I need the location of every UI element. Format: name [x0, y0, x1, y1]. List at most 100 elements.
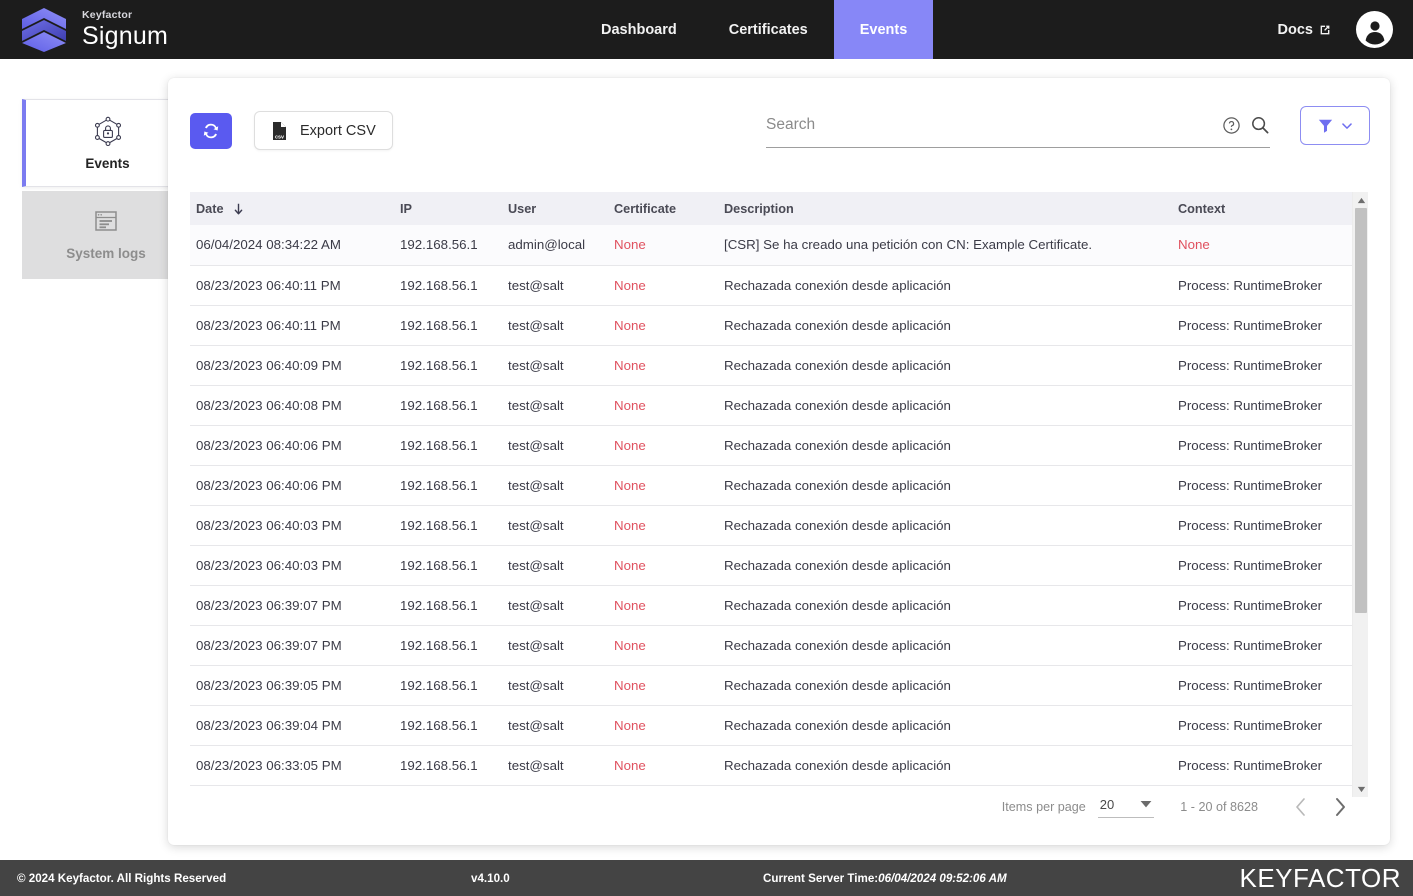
table-cell-context: Process: RuntimeBroker: [1172, 705, 1352, 746]
table-cell-certificate: None: [608, 265, 718, 306]
items-per-page-value: 20: [1099, 796, 1115, 812]
table-cell-certificate: None: [608, 465, 718, 506]
nav-right-group: Docs: [1278, 0, 1393, 59]
table-row[interactable]: 08/23/2023 06:39:07 PM 192.168.56.1 test@s…: [190, 585, 1352, 626]
table-cell-context: None: [1172, 225, 1352, 266]
brand-title: Signum: [82, 21, 168, 50]
items-per-page-select[interactable]: 20: [1097, 796, 1155, 818]
table-cell-certificate: None: [608, 665, 718, 706]
sidebar-item-system-logs[interactable]: System logs: [22, 191, 190, 279]
table-row[interactable]: 08/23/2023 06:33:05 PM 192.168.56.1 test@s…: [190, 745, 1352, 786]
table-row[interactable]: 08/23/2023 06:39:07 PM 192.168.56.1 test@s…: [190, 625, 1352, 666]
table-row[interactable]: 08/23/2023 06:40:09 PM 192.168.56.1 test@s…: [190, 345, 1352, 386]
table-cell-ip: 192.168.56.1: [394, 665, 502, 706]
next-page-button[interactable]: [1320, 787, 1360, 827]
table-cell-user: test@salt: [502, 625, 608, 666]
table-cell-description: Rechazada conexión desde aplicación: [718, 385, 1172, 426]
table-row[interactable]: 08/23/2023 06:40:03 PM 192.168.56.1 test@s…: [190, 545, 1352, 586]
table-row[interactable]: 08/23/2023 06:40:11 PM 192.168.56.1 test@s…: [190, 305, 1352, 346]
table-vertical-scrollbar[interactable]: [1352, 192, 1368, 797]
events-table-zone: Date IP User Certificate Descrip: [190, 192, 1368, 797]
table-row[interactable]: 08/23/2023 06:40:11 PM 192.168.56.1 test@s…: [190, 265, 1352, 306]
table-cell-user: test@salt: [502, 545, 608, 586]
refresh-button[interactable]: [190, 113, 232, 149]
table-cell-date: 08/23/2023 06:40:08 PM: [190, 385, 394, 426]
signum-logo-icon: [22, 7, 66, 52]
nav-tab-certificates[interactable]: Certificates: [728, 21, 808, 38]
page-footer: © 2024 Keyfactor. All Rights Reserved v4…: [0, 860, 1413, 896]
table-cell-user: test@salt: [502, 585, 608, 626]
previous-page-button[interactable]: [1280, 787, 1320, 827]
nav-tab-events[interactable]: Events: [833, 0, 934, 59]
docs-link[interactable]: Docs: [1278, 22, 1332, 38]
table-row[interactable]: 06/04/2024 08:34:22 AM 192.168.56.1 admin@…: [190, 225, 1352, 266]
keyfactor-wordmark: KEYFACTOR: [1239, 862, 1401, 893]
table-row[interactable]: 08/23/2023 06:40:03 PM 192.168.56.1 test@s…: [190, 505, 1352, 546]
events-toolbar: csv Export CSV: [168, 78, 1390, 172]
table-cell-date: 08/23/2023 06:39:05 PM: [190, 665, 394, 706]
table-cell-ip: 192.168.56.1: [394, 505, 502, 546]
brand-logo[interactable]: Keyfactor Signum: [0, 6, 168, 54]
table-cell-certificate: None: [608, 505, 718, 546]
chevron-left-icon: [1295, 798, 1305, 816]
column-header-user[interactable]: User: [502, 192, 608, 225]
table-cell-ip: 192.168.56.1: [394, 465, 502, 506]
help-circle-icon[interactable]: [1222, 116, 1241, 135]
sidebar-item-events[interactable]: Events: [22, 99, 190, 187]
lock-hexagon-icon: [94, 116, 121, 147]
table-cell-context: Process: RuntimeBroker: [1172, 745, 1352, 786]
footer-version: v4.10.0: [471, 871, 510, 885]
table-cell-date: 08/23/2023 06:40:03 PM: [190, 545, 394, 586]
column-header-context[interactable]: Context: [1172, 192, 1352, 225]
table-cell-user: test@salt: [502, 505, 608, 546]
search-icon[interactable]: [1250, 115, 1270, 135]
table-row[interactable]: 08/23/2023 06:40:08 PM 192.168.56.1 test@s…: [190, 385, 1352, 426]
scrollbar-thumb[interactable]: [1355, 208, 1367, 613]
table-cell-ip: 192.168.56.1: [394, 425, 502, 466]
table-cell-certificate: None: [608, 305, 718, 346]
user-avatar-icon: [1365, 20, 1384, 45]
column-header-certificate[interactable]: Certificate: [608, 192, 718, 225]
scrollbar-up-arrow-icon[interactable]: [1353, 192, 1369, 208]
table-cell-date: 08/23/2023 06:40:09 PM: [190, 345, 394, 386]
table-cell-description: Rechazada conexión desde aplicación: [718, 505, 1172, 546]
chevron-right-icon: [1335, 798, 1345, 816]
table-row[interactable]: 08/23/2023 06:40:06 PM 192.168.56.1 test@s…: [190, 425, 1352, 466]
column-header-ip[interactable]: IP: [394, 192, 502, 225]
user-avatar-button[interactable]: [1356, 11, 1393, 48]
table-cell-certificate: None: [608, 625, 718, 666]
export-csv-label: Export CSV: [300, 122, 376, 139]
table-row[interactable]: 08/23/2023 06:39:04 PM 192.168.56.1 test@s…: [190, 705, 1352, 746]
table-cell-certificate: None: [608, 585, 718, 626]
table-cell-ip: 192.168.56.1: [394, 225, 502, 266]
export-csv-button[interactable]: csv Export CSV: [254, 111, 393, 150]
table-cell-description: Rechazada conexión desde aplicación: [718, 745, 1172, 786]
table-cell-ip: 192.168.56.1: [394, 705, 502, 746]
search-icon-group: [1222, 115, 1270, 142]
table-cell-user: test@salt: [502, 265, 608, 306]
table-cell-context: Process: RuntimeBroker: [1172, 665, 1352, 706]
events-table-body: 06/04/2024 08:34:22 AM 192.168.56.1 admin@…: [190, 225, 1352, 786]
search-input[interactable]: [766, 115, 1222, 142]
nav-tab-dashboard[interactable]: Dashboard: [601, 21, 677, 38]
column-header-date[interactable]: Date: [190, 192, 394, 225]
events-panel: csv Export CSV: [168, 78, 1390, 845]
table-cell-user: test@salt: [502, 705, 608, 746]
table-paginator: Items per page 20 1 - 20 of 8628: [1002, 787, 1360, 827]
arrow-down-icon: [234, 203, 242, 214]
table-cell-context: Process: RuntimeBroker: [1172, 345, 1352, 386]
table-cell-certificate: None: [608, 545, 718, 586]
scrollbar-down-arrow-icon[interactable]: [1353, 781, 1369, 797]
table-cell-context: Process: RuntimeBroker: [1172, 585, 1352, 626]
footer-copyright: © 2024 Keyfactor. All Rights Reserved: [17, 871, 227, 885]
sidebar-item-system-logs-label: System logs: [66, 246, 146, 261]
top-navigation-bar: Keyfactor Signum Dashboard Certificates …: [0, 0, 1413, 59]
table-cell-description: Rechazada conexión desde aplicación: [718, 265, 1172, 306]
table-cell-user: test@salt: [502, 745, 608, 786]
table-cell-description: Rechazada conexión desde aplicación: [718, 705, 1172, 746]
column-header-description[interactable]: Description: [718, 192, 1172, 225]
table-row[interactable]: 08/23/2023 06:39:05 PM 192.168.56.1 test@s…: [190, 665, 1352, 706]
table-row[interactable]: 08/23/2023 06:40:06 PM 192.168.56.1 test@s…: [190, 465, 1352, 506]
sidebar-item-events-label: Events: [85, 156, 130, 171]
filter-button[interactable]: [1300, 106, 1370, 145]
